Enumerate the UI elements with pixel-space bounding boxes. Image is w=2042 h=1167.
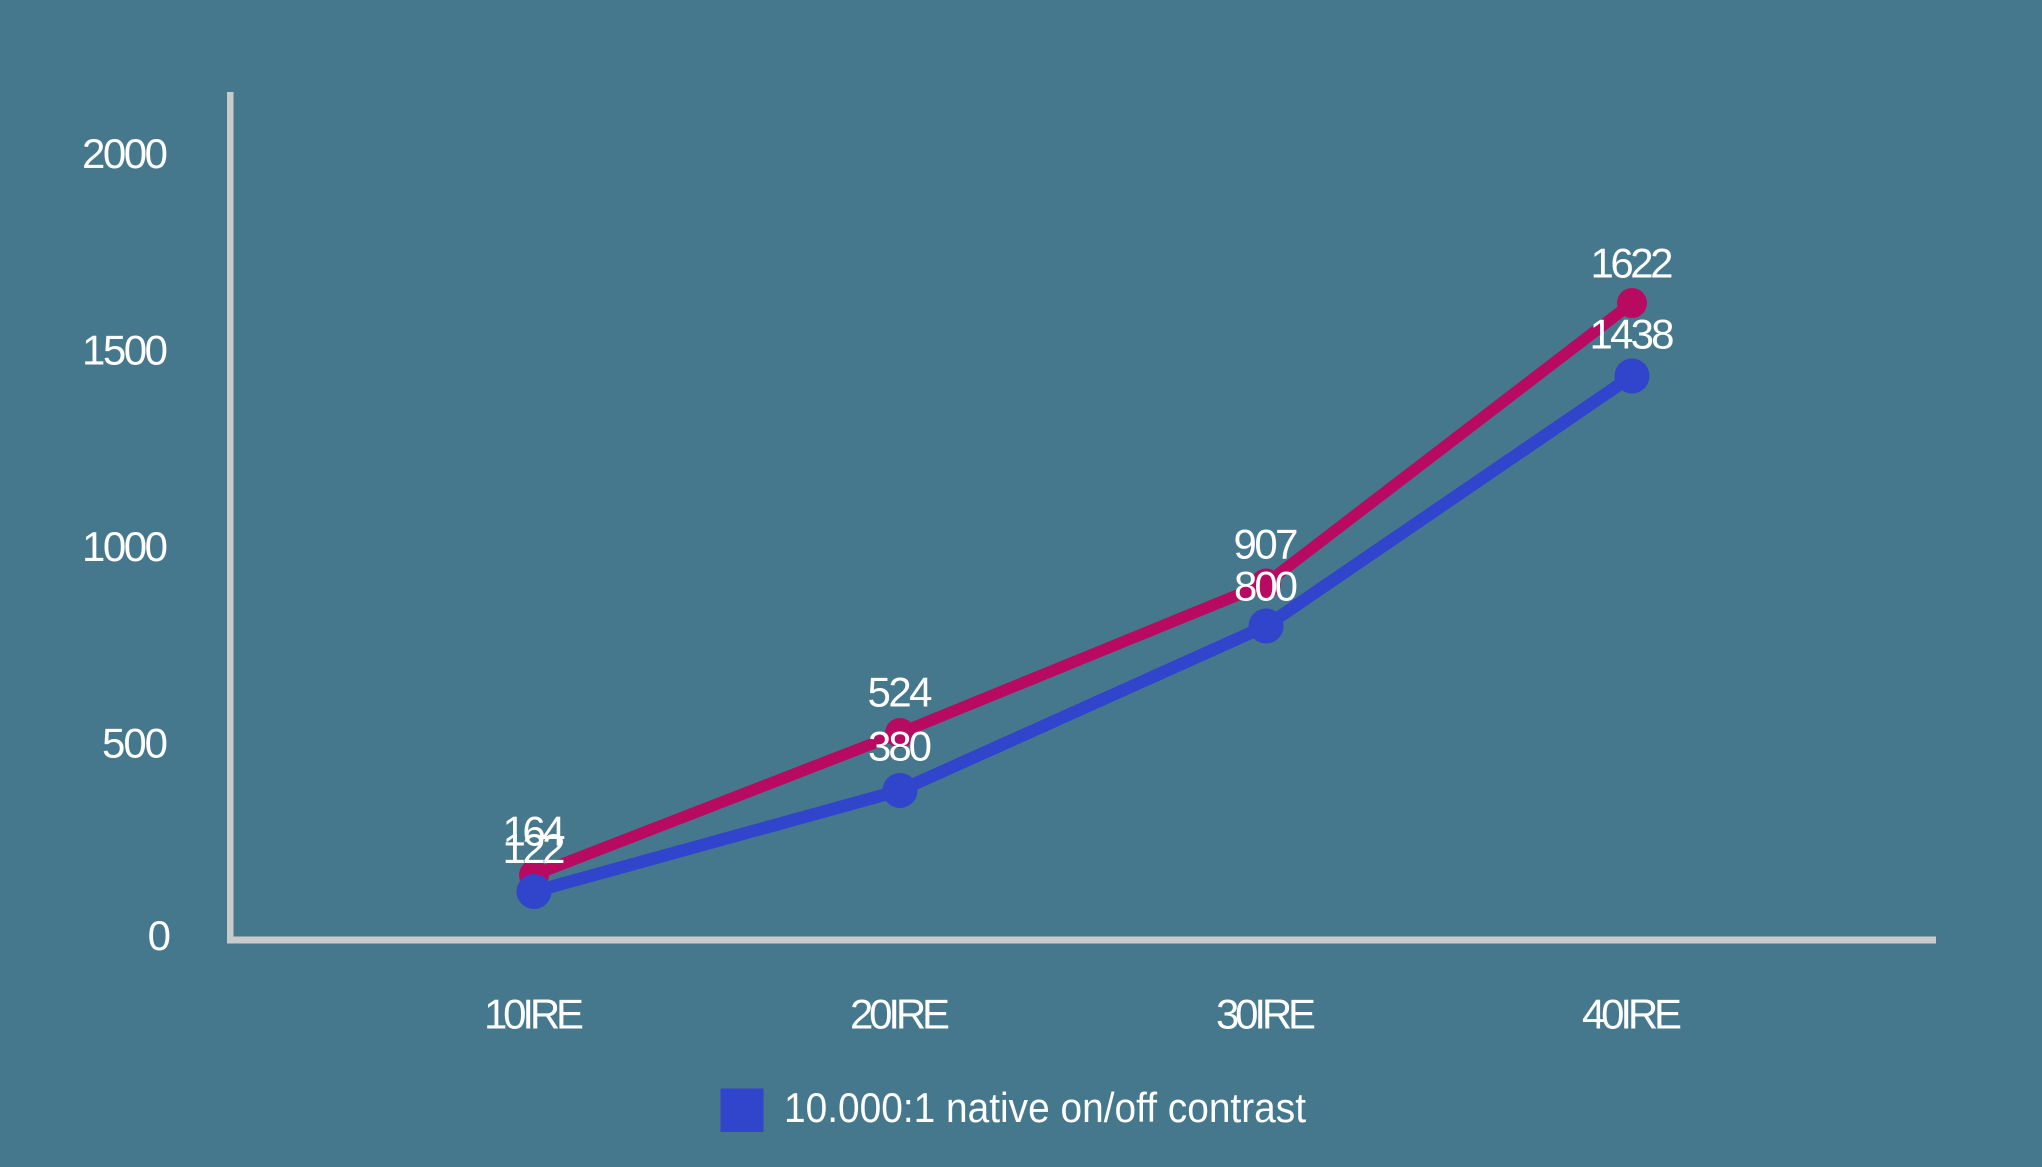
svg-text:1622: 1622 — [1591, 240, 1674, 287]
svg-text:2000: 2000 — [82, 130, 168, 177]
svg-text:380: 380 — [868, 723, 932, 770]
svg-text:1000: 1000 — [82, 523, 168, 570]
svg-text:30IRE: 30IRE — [1216, 991, 1316, 1038]
svg-text:40IRE: 40IRE — [1582, 991, 1682, 1038]
svg-text:1438: 1438 — [1590, 311, 1675, 358]
svg-text:500: 500 — [102, 720, 168, 767]
svg-text:524: 524 — [868, 669, 933, 716]
svg-text:0: 0 — [148, 912, 171, 959]
svg-text:10IRE: 10IRE — [484, 991, 584, 1038]
svg-text:1500: 1500 — [82, 327, 168, 374]
svg-text:20IRE: 20IRE — [850, 991, 950, 1038]
svg-text:800: 800 — [1234, 563, 1298, 610]
svg-text:907: 907 — [1234, 521, 1299, 568]
svg-text:122: 122 — [503, 825, 566, 872]
svg-text:10.000:1 native on/off contras: 10.000:1 native on/off contrast — [784, 1084, 1306, 1131]
svg-text:164: 164 — [503, 808, 566, 855]
